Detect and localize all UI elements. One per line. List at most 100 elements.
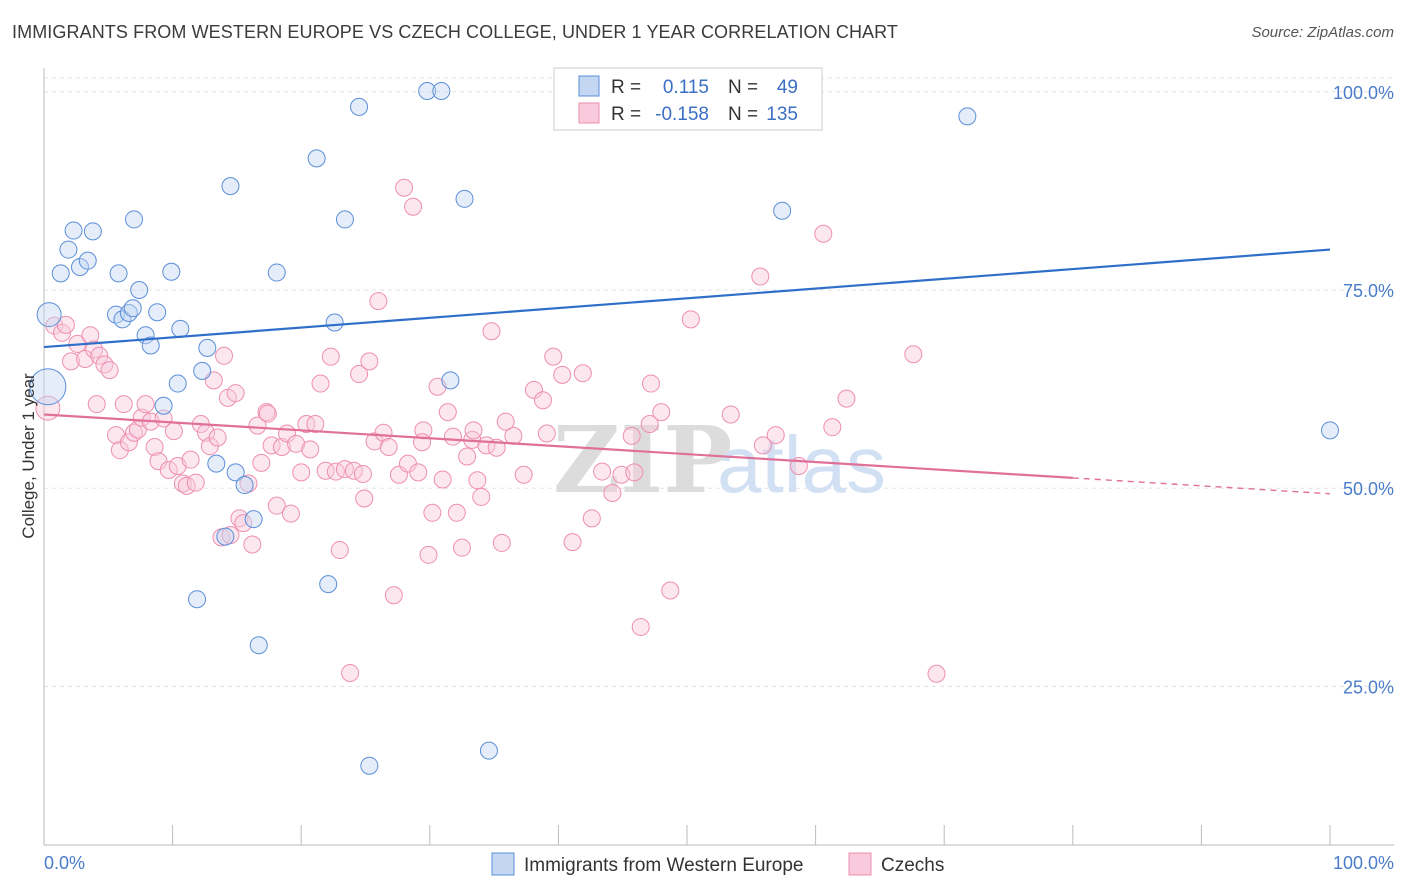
points-pink-point-79 (409, 463, 428, 482)
chart-title: IMMIGRANTS FROM WESTERN EUROPE VS CZECH … (12, 22, 899, 42)
points-blue-point-8 (107, 305, 126, 324)
points-pink-point-98 (514, 465, 533, 484)
points-blue-point-30 (244, 510, 263, 529)
points-blue-point-18 (154, 396, 173, 415)
points-blue-point-35 (325, 313, 344, 332)
points-pink-point-82 (423, 503, 442, 522)
points-pink-point-128 (496, 412, 515, 431)
points-pink-point-55 (292, 463, 311, 482)
points-pink-point-15 (114, 395, 133, 414)
points-blue-point-2 (51, 264, 70, 283)
y-tick-label-3: 100.0% (1333, 83, 1394, 103)
points-pink-point-113 (661, 581, 680, 600)
points-pink-point-43 (234, 514, 253, 533)
western-europe-points (29, 81, 1339, 775)
y-tick-labels: 25.0% 50.0% 75.0% 100.0% (1333, 83, 1394, 698)
points-pink-point-103 (563, 533, 582, 552)
points-blue-point-9 (109, 264, 128, 283)
points-blue-point-21 (171, 319, 190, 338)
points-pink-point-116 (751, 267, 770, 286)
points-pink-point-89 (458, 447, 477, 466)
points-pink-point-20 (136, 395, 155, 414)
points-pink-point-71 (369, 292, 388, 311)
legend-n-label-pink: N = (728, 104, 758, 125)
points-pink-point-115 (721, 405, 740, 424)
points-pink-point-16 (119, 433, 138, 452)
points-pink-point-30 (181, 450, 200, 469)
points-pink-point-132 (258, 404, 277, 423)
points-pink-point-111 (641, 374, 660, 393)
x-tick-label-max: 100.0% (1333, 853, 1394, 873)
points-blue-point-41 (441, 371, 460, 390)
points-pink-point-25 (159, 460, 178, 479)
bottom-legend-label-blue: Immigrants from Western Europe (524, 855, 803, 876)
points-blue-point-12 (123, 299, 142, 318)
points-pink-point-63 (330, 541, 349, 560)
points-pink-point-68 (355, 489, 374, 508)
points-pink-point-119 (823, 418, 842, 437)
bottom-legend-swatch-pink (848, 852, 872, 876)
points-pink-point-4 (62, 352, 81, 371)
points-blue-point-28 (226, 463, 245, 482)
points-pink-point-59 (311, 374, 330, 393)
points-blue-point-13 (125, 210, 144, 229)
points-pink-point-26 (164, 422, 183, 441)
points-pink-point-36 (208, 428, 227, 447)
points-pink-point-46 (248, 416, 267, 435)
points-blue-point-10 (113, 310, 132, 329)
points-blue-point-26 (216, 527, 235, 546)
points-pink-point-96 (492, 533, 511, 552)
legend-r-value-blue: 0.115 (663, 77, 709, 98)
points-pink-point-19 (132, 408, 151, 427)
points-blue-point-5 (71, 258, 90, 277)
points-pink-point-45 (243, 535, 262, 554)
x-ticks (43, 825, 1331, 845)
points-pink-point-92 (472, 487, 491, 506)
points-pink-point-53 (281, 504, 300, 523)
czechs-points (35, 178, 946, 683)
points-pink-point-104 (573, 364, 592, 383)
points-pink-point-87 (447, 503, 466, 522)
points-pink-point-38 (215, 346, 234, 365)
points-blue-point-4 (64, 221, 83, 240)
points-pink-point-86 (443, 427, 462, 446)
legend-r-label-blue: R = (611, 77, 641, 98)
points-blue-point-7 (83, 222, 102, 241)
trendline-czechs (43, 413, 1073, 480)
points-pink-point-60 (316, 461, 335, 480)
points-pink-point-74 (384, 586, 403, 605)
points-pink-point-102 (553, 365, 572, 384)
points-blue-point-14 (130, 281, 149, 299)
points-pink-point-85 (438, 403, 457, 422)
points-blue-point-47 (958, 107, 977, 126)
watermark: ZIP atlas (553, 406, 886, 514)
series-legend: Immigrants from Western Europe Czechs (491, 852, 944, 876)
points-blue-point-40 (432, 81, 451, 100)
points-blue-point-17 (148, 303, 167, 322)
points-pink-point-58 (306, 414, 325, 433)
bottom-legend-label-pink: Czechs (881, 855, 944, 876)
points-pink-point-117 (766, 426, 785, 445)
points-pink-point-81 (419, 545, 438, 564)
points-blue-point-42 (455, 189, 474, 208)
points-pink-point-126 (625, 463, 644, 482)
points-blue-point-33 (307, 149, 326, 168)
legend-n-value-pink: 135 (766, 104, 798, 125)
points-pink-point-88 (452, 538, 471, 557)
points-pink-point-114 (681, 310, 700, 329)
points-blue-point-20 (168, 374, 187, 393)
legend-swatch-pink (578, 102, 600, 124)
points-pink-point-57 (301, 440, 320, 459)
points-blue-point-34 (319, 575, 338, 594)
stats-legend: R = 0.115 N = 49 R = -0.158 N = 135 (553, 67, 823, 131)
points-pink-point-99 (524, 380, 543, 399)
points-pink-point-14 (110, 441, 129, 460)
points-blue-point-39 (418, 81, 437, 100)
points-pink-point-101 (544, 347, 563, 366)
y-tick-label-2: 75.0% (1343, 281, 1394, 301)
points-pink-point-22 (145, 437, 164, 456)
points-pink-point-129 (464, 421, 483, 440)
legend-r-label-pink: R = (611, 104, 641, 125)
legend-n-label-blue: N = (728, 77, 758, 98)
